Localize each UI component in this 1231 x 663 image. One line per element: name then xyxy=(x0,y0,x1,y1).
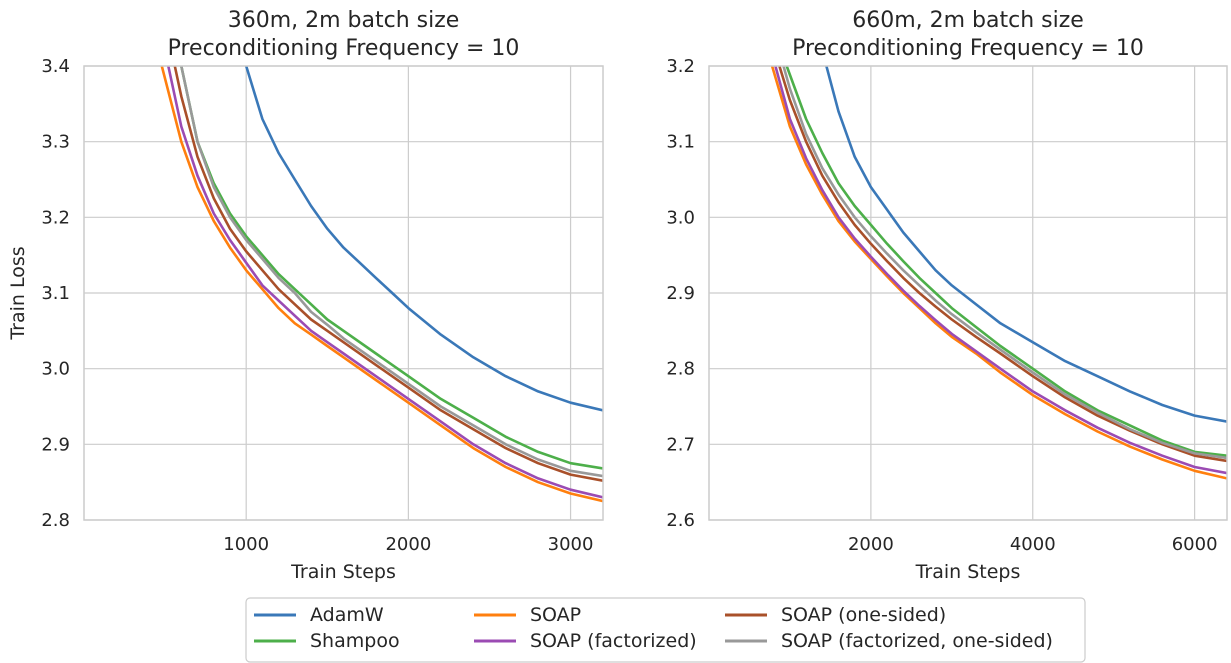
legend: AdamW Shampoo SOAP SOAP (factorized) SOAP (o… xyxy=(246,598,1085,662)
x-tick-label: 4000 xyxy=(1010,534,1056,555)
chart-panel-360m: 2.8 2.9 3.0 3.1 3.2 3.3 3.4 1000 2000 3000 360m, 2… xyxy=(7,8,603,583)
chart-panel-660m: 2.6 2.7 2.8 2.9 3.0 3.1 3.2 2000 4000 6000 660m, 2… xyxy=(666,8,1227,583)
y-tick-label: 2.9 xyxy=(666,283,695,304)
y-tick-label: 2.7 xyxy=(666,434,695,455)
legend-label-soap-one-sided: SOAP (one-sided) xyxy=(781,604,946,626)
x-tick-label: 1000 xyxy=(223,534,269,555)
x-tick-label: 3000 xyxy=(548,534,594,555)
chart-title: 660m, 2m batch size xyxy=(852,8,1084,33)
legend-label-soap-factorized-one-sided: SOAP (factorized, one-sided) xyxy=(781,630,1053,652)
series-group xyxy=(772,66,1227,478)
y-tick-label: 3.2 xyxy=(666,56,695,77)
series-group xyxy=(162,66,603,501)
series-line-soap-factorized-one-sided xyxy=(784,66,1228,458)
series-line-soap-one-sided xyxy=(779,66,1227,461)
series-line-adamw xyxy=(246,66,603,410)
chart-title: 360m, 2m batch size xyxy=(228,8,460,33)
series-line-soap-one-sided xyxy=(175,66,603,481)
x-tick-label: 2000 xyxy=(848,534,894,555)
y-tick-label: 2.6 xyxy=(666,510,695,531)
x-tick-label: 6000 xyxy=(1172,534,1218,555)
x-axis-label: Train Steps xyxy=(290,561,396,583)
y-axis-label: Train Loss xyxy=(7,246,29,340)
chart-subtitle: Preconditioning Frequency = 10 xyxy=(168,36,520,61)
y-tick-label: 3.3 xyxy=(41,132,70,153)
y-tick-label: 2.9 xyxy=(41,434,70,455)
y-tick-label: 3.1 xyxy=(41,283,70,304)
x-tick-label: 2000 xyxy=(385,534,431,555)
y-tick-label: 3.4 xyxy=(41,56,70,77)
y-tick-label: 2.8 xyxy=(666,359,695,380)
y-tick-label: 3.2 xyxy=(41,207,70,228)
legend-label-soap: SOAP xyxy=(530,604,581,626)
x-axis-label: Train Steps xyxy=(915,561,1021,583)
legend-label-shampoo: Shampoo xyxy=(310,630,400,652)
chart-subtitle: Preconditioning Frequency = 10 xyxy=(792,36,1144,61)
series-line-shampoo xyxy=(787,66,1227,456)
y-tick-label: 3.0 xyxy=(41,359,70,380)
y-tick-label: 3.1 xyxy=(666,132,695,153)
series-line-soap-factorized-one-sided xyxy=(181,66,603,476)
series-line-soap-factorized xyxy=(168,66,603,497)
legend-label-adamw: AdamW xyxy=(310,604,384,626)
y-tick-label: 2.8 xyxy=(41,510,70,531)
series-line-soap xyxy=(772,66,1227,478)
y-tick-label: 3.0 xyxy=(666,207,695,228)
legend-label-soap-factorized: SOAP (factorized) xyxy=(530,630,697,652)
